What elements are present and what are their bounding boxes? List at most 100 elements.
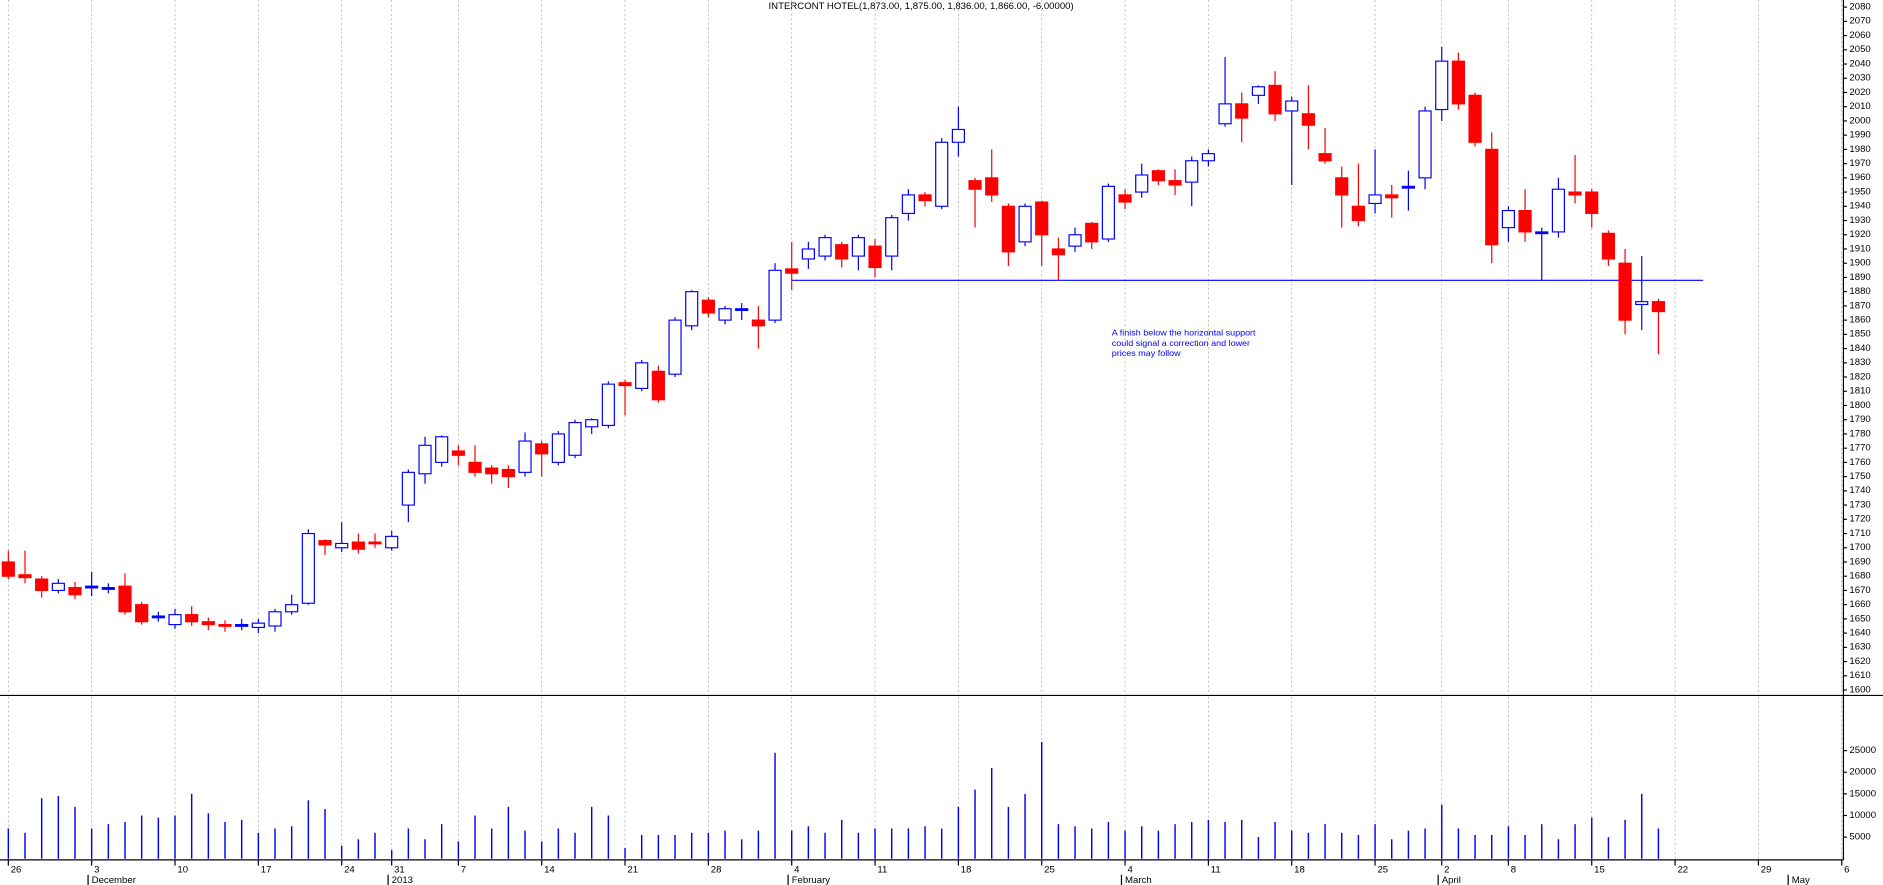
y-tick-label: 1740 bbox=[1849, 485, 1870, 495]
y-tick-label: 1610 bbox=[1849, 670, 1870, 680]
x-tick-label: 3 bbox=[94, 865, 99, 875]
candle-body bbox=[751, 319, 765, 327]
candle-body bbox=[351, 541, 365, 550]
candle-body bbox=[1001, 205, 1015, 253]
candle-body bbox=[151, 615, 165, 619]
candle-body bbox=[1035, 201, 1049, 236]
x-tick-label: 7 bbox=[461, 865, 466, 875]
y-tick-label: 1790 bbox=[1849, 414, 1870, 424]
y-tick-label: 1670 bbox=[1849, 585, 1870, 595]
x-tick-label: 29 bbox=[1761, 865, 1772, 875]
candle-body bbox=[635, 362, 649, 389]
month-label: 2013 bbox=[392, 875, 413, 885]
candle-body bbox=[1618, 262, 1632, 321]
candle-body bbox=[718, 308, 732, 321]
y-tick-label: 1950 bbox=[1849, 187, 1870, 197]
y-tick-label: 2020 bbox=[1849, 87, 1870, 97]
y-tick-label: 1830 bbox=[1849, 357, 1870, 367]
y-tick-label: 2070 bbox=[1849, 16, 1870, 26]
month-label: May bbox=[1792, 875, 1810, 885]
y-tick-label: 1910 bbox=[1849, 244, 1870, 254]
y-tick-label: 1970 bbox=[1849, 158, 1870, 168]
candle-body bbox=[268, 611, 282, 627]
y-tick-label: 2060 bbox=[1849, 30, 1870, 40]
candle-body bbox=[185, 614, 199, 623]
candle-body bbox=[985, 177, 999, 196]
y-tick-label: 1760 bbox=[1849, 457, 1870, 467]
candle-body bbox=[1318, 153, 1332, 162]
candle-body bbox=[1201, 153, 1215, 162]
y-tick-label: 1620 bbox=[1849, 656, 1870, 666]
y-tick-label: 1870 bbox=[1849, 300, 1870, 310]
x-tick-label: 25 bbox=[1377, 865, 1388, 875]
candle-body bbox=[1368, 194, 1382, 205]
candle-body bbox=[1, 561, 15, 577]
month-label: March bbox=[1125, 875, 1152, 885]
candle-body bbox=[1501, 209, 1516, 229]
candle-body bbox=[51, 582, 65, 592]
candle-body bbox=[1518, 209, 1532, 233]
y-tick-label: 1820 bbox=[1849, 372, 1870, 382]
y-tick-label: 1630 bbox=[1849, 642, 1870, 652]
candle-body bbox=[651, 370, 665, 401]
candle-body bbox=[1585, 191, 1599, 214]
y-tick-label: 1800 bbox=[1849, 400, 1870, 410]
x-tick-label: 18 bbox=[1294, 865, 1305, 875]
y-tick-label: 1850 bbox=[1849, 329, 1870, 339]
candle-body bbox=[435, 436, 449, 463]
y-tick-label: 1770 bbox=[1849, 443, 1870, 453]
candle-body bbox=[1351, 205, 1365, 222]
candle-body bbox=[1118, 194, 1132, 203]
x-tick-label: 17 bbox=[261, 865, 272, 875]
y-tick-label: 2050 bbox=[1849, 44, 1870, 54]
x-tick-label: 18 bbox=[961, 865, 972, 875]
candle-body bbox=[68, 587, 82, 596]
x-tick-label: 24 bbox=[344, 865, 355, 875]
candle-body bbox=[368, 541, 382, 545]
x-tick-label: 14 bbox=[544, 865, 555, 875]
y-tick-label: 1730 bbox=[1849, 500, 1870, 510]
candle-body bbox=[668, 319, 682, 375]
y-tick-label: 1960 bbox=[1849, 172, 1870, 182]
y-tick-label: 1940 bbox=[1849, 201, 1870, 211]
y-tick-label: 1880 bbox=[1849, 286, 1870, 296]
candle-body bbox=[551, 433, 565, 463]
y-tick-label: 2030 bbox=[1849, 73, 1870, 83]
candle-body bbox=[1068, 234, 1082, 247]
candle-body bbox=[101, 587, 115, 590]
month-label: February bbox=[792, 875, 831, 885]
x-tick-label: 2 bbox=[1444, 865, 1449, 875]
candle-body bbox=[1301, 113, 1315, 126]
x-tick-label: 25 bbox=[1044, 865, 1055, 875]
candle-body bbox=[785, 268, 799, 274]
candle-body bbox=[1285, 100, 1299, 112]
candle-body bbox=[385, 535, 399, 549]
candle-body bbox=[968, 180, 982, 190]
candle-body bbox=[801, 248, 815, 260]
y-tick-label: 2080 bbox=[1849, 2, 1870, 12]
x-tick-label: 11 bbox=[1211, 865, 1221, 875]
candle-body bbox=[451, 450, 465, 456]
y-tick-label: 1890 bbox=[1849, 272, 1870, 282]
candle-body bbox=[1135, 174, 1149, 193]
candle-body bbox=[1401, 185, 1415, 189]
y-tick-label: 1920 bbox=[1849, 229, 1870, 239]
candle-body bbox=[1535, 231, 1549, 235]
x-tick-label: 15 bbox=[1594, 865, 1605, 875]
candle-body bbox=[935, 141, 949, 207]
candle-body bbox=[1185, 160, 1199, 183]
candle-body bbox=[568, 421, 582, 456]
y-tick-label: 1930 bbox=[1849, 215, 1870, 225]
candle-body bbox=[1385, 194, 1399, 199]
annotation: could signal a correction and lower bbox=[1112, 338, 1250, 348]
y-tick-label: 1980 bbox=[1849, 144, 1870, 154]
x-tick-label: 11 bbox=[877, 865, 887, 875]
candle-body bbox=[501, 468, 515, 478]
candle-body bbox=[1418, 110, 1432, 179]
y-tick-label: 1810 bbox=[1849, 386, 1870, 396]
candle-body bbox=[1651, 301, 1666, 313]
candle-body bbox=[301, 532, 315, 604]
candle-body bbox=[1568, 191, 1582, 196]
candle-body bbox=[251, 622, 265, 628]
candle-body bbox=[235, 624, 249, 627]
